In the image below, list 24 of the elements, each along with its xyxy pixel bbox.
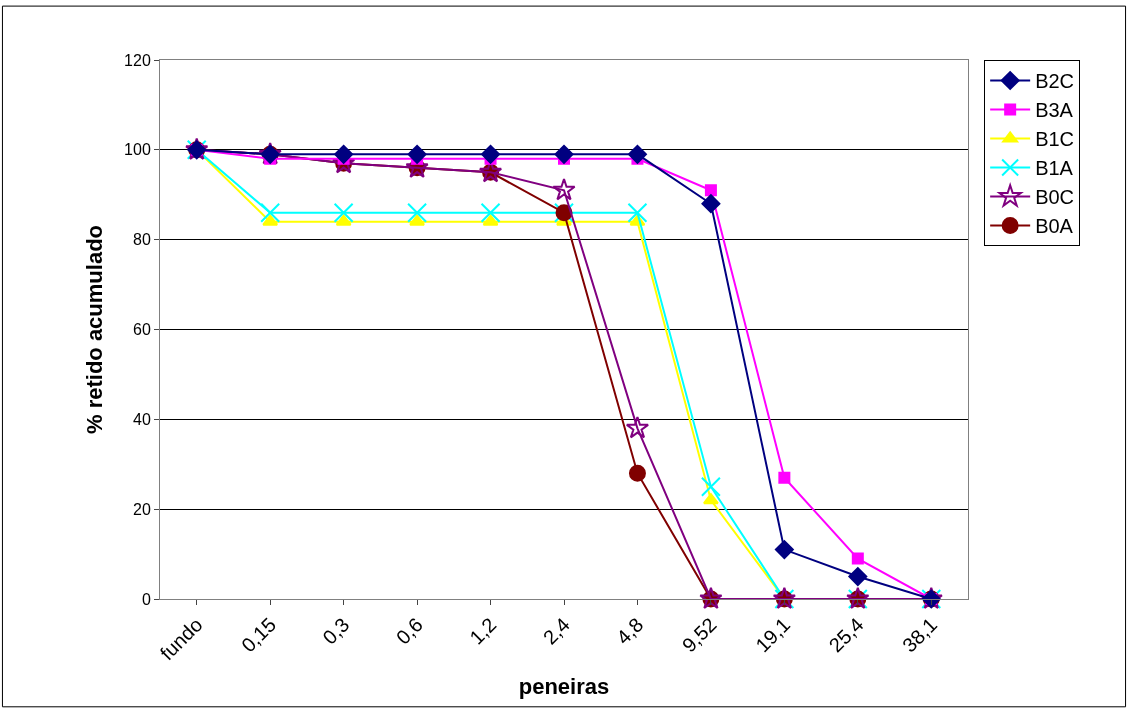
y-tick-label: 120 xyxy=(124,51,151,69)
x-tick-label: 0,6 xyxy=(391,613,427,649)
x-tick-label: 9,52 xyxy=(677,613,721,657)
legend-label: B2C xyxy=(1035,70,1075,93)
x-tick-label: 0,3 xyxy=(318,613,354,649)
legend-label: B1A xyxy=(1035,157,1074,180)
y-tick-label: 0 xyxy=(141,590,151,608)
y-tick-label: 40 xyxy=(133,410,151,428)
x-tick-label: 0,15 xyxy=(236,613,281,657)
x-tick-label: 19,1 xyxy=(751,613,795,657)
y-tick-label: 60 xyxy=(133,321,151,339)
y-tick-label: 20 xyxy=(133,500,151,518)
y-tick-label: 80 xyxy=(133,231,151,249)
y-tick-label: 100 xyxy=(124,141,151,159)
x-tick-label: 4,8 xyxy=(612,613,648,649)
legend-label: B1C xyxy=(1035,128,1075,151)
legend-label: B0C xyxy=(1035,186,1075,209)
x-tick-label: 38,1 xyxy=(898,613,942,657)
x-axis-title: peneiras xyxy=(518,674,610,700)
legend-label: B0A xyxy=(1035,215,1074,238)
x-tick-label: 2,4 xyxy=(538,613,574,649)
x-tick-label: 1,2 xyxy=(465,613,501,649)
y-axis-title: % retido acumulado xyxy=(81,224,107,435)
legend-label: B3A xyxy=(1035,99,1074,122)
